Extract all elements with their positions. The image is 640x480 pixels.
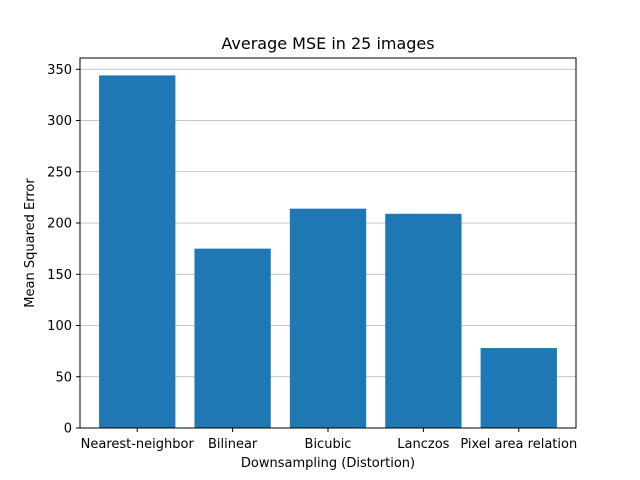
y-tick-label: 100 — [47, 319, 72, 334]
y-tick-label: 350 — [47, 63, 72, 78]
x-tick-label: Nearest-neighbor — [81, 437, 195, 452]
bar-pixel-area-relation — [480, 348, 557, 428]
y-tick-label: 0 — [64, 422, 72, 437]
bar-lanczos — [385, 213, 462, 428]
bar-bilinear — [194, 248, 271, 428]
y-tick-label: 50 — [55, 370, 72, 385]
x-axis-ticks: Nearest-neighbor Bilinear Bicubic Lanczos Pi… — [81, 428, 577, 452]
chart-title: Average MSE in 25 images — [221, 34, 434, 53]
y-tick-label: 300 — [47, 114, 72, 129]
x-axis-title: Downsampling (Distortion) — [241, 456, 415, 471]
x-tick-label: Bicubic — [305, 437, 352, 452]
bar-nearest-neighbor — [99, 75, 176, 428]
x-tick-label: Pixel area relation — [460, 437, 577, 452]
y-axis-ticks: 0 50 100 150 200 250 300 350 — [47, 63, 80, 437]
x-tick-label: Lanczos — [397, 437, 449, 452]
y-tick-label: 250 — [47, 165, 72, 180]
x-tick-label: Bilinear — [208, 437, 258, 452]
bars — [99, 75, 557, 428]
y-axis-title: Mean Squared Error — [23, 178, 38, 308]
y-tick-label: 200 — [47, 217, 72, 232]
y-tick-label: 150 — [47, 268, 72, 283]
bar-bicubic — [289, 208, 367, 428]
